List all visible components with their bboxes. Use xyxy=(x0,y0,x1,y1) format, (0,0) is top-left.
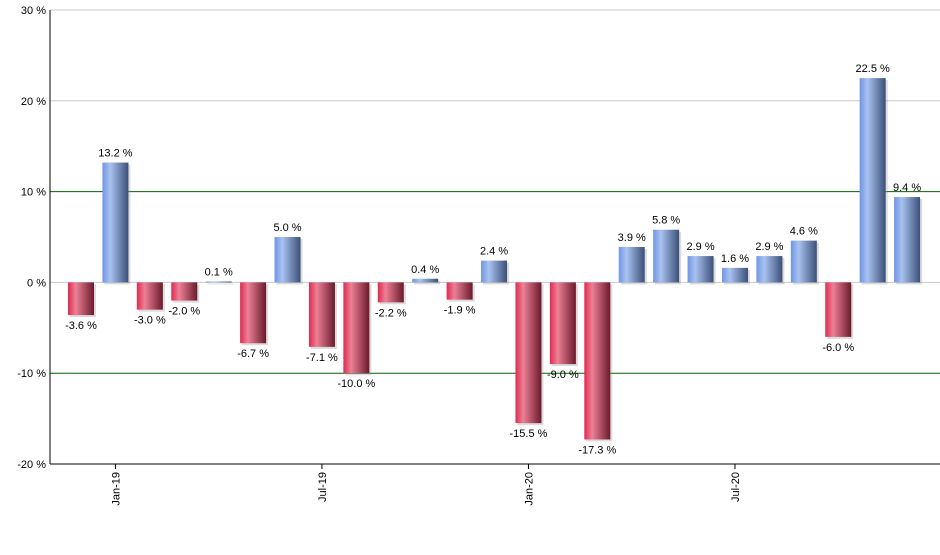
data-label: 9.4 % xyxy=(893,182,921,194)
bar xyxy=(136,282,163,310)
bar xyxy=(894,197,921,283)
data-label: 2.9 % xyxy=(686,241,714,253)
data-label: 5.0 % xyxy=(273,222,301,234)
x-tick-label: Jan-20 xyxy=(523,472,535,506)
data-label: -2.0 % xyxy=(168,306,200,318)
data-label: 1.6 % xyxy=(721,253,749,265)
bar xyxy=(412,278,439,283)
data-label: 0.1 % xyxy=(205,266,233,278)
data-label: 22.5 % xyxy=(856,63,890,75)
bar xyxy=(825,282,852,337)
data-label: 13.2 % xyxy=(98,148,132,160)
data-label: -6.0 % xyxy=(822,342,854,354)
bar xyxy=(171,282,198,301)
data-label: 0.4 % xyxy=(411,264,439,276)
data-label: 3.9 % xyxy=(618,232,646,244)
y-tick-label: 20 % xyxy=(21,96,46,108)
data-label: -6.7 % xyxy=(237,348,269,360)
y-tick-label: 0 % xyxy=(27,277,46,289)
y-tick-label: 10 % xyxy=(21,187,46,199)
bar xyxy=(721,267,748,283)
y-tick-label: -10 % xyxy=(17,368,46,380)
bar xyxy=(515,282,542,424)
data-label: -10.0 % xyxy=(337,378,375,390)
bar xyxy=(756,256,783,283)
bar-shadow xyxy=(207,283,234,285)
data-label: 2.9 % xyxy=(755,241,783,253)
bar xyxy=(343,282,370,374)
bar xyxy=(653,229,680,283)
y-tick-label: 30 % xyxy=(21,5,46,17)
bar xyxy=(68,282,94,316)
bar xyxy=(205,281,232,283)
data-label: -17.3 % xyxy=(578,444,616,456)
data-label: -15.5 % xyxy=(509,428,547,440)
bar xyxy=(308,282,335,347)
x-tick-label: Jan-19 xyxy=(110,472,122,506)
bar xyxy=(618,246,645,283)
bar xyxy=(859,78,886,283)
x-tick-label: Jul-20 xyxy=(730,472,742,502)
data-label: -9.0 % xyxy=(547,369,579,381)
bar xyxy=(790,240,817,283)
data-label: -2.2 % xyxy=(375,307,407,319)
bar xyxy=(549,282,576,365)
x-tick-label: Jul-19 xyxy=(317,472,329,502)
data-label: -1.9 % xyxy=(444,305,476,317)
data-label: 4.6 % xyxy=(790,226,818,238)
y-tick-label: -20 % xyxy=(17,459,46,471)
bar xyxy=(240,282,267,344)
data-label: -7.1 % xyxy=(306,352,338,364)
data-label: -3.0 % xyxy=(134,315,166,327)
data-label: -3.6 % xyxy=(65,320,97,332)
bar xyxy=(446,282,473,300)
bar xyxy=(102,162,129,283)
bar-shadow xyxy=(414,280,441,285)
bar xyxy=(274,237,301,283)
data-label: 2.4 % xyxy=(480,246,508,258)
bar xyxy=(377,282,404,303)
bar xyxy=(687,256,714,283)
bar xyxy=(481,260,508,283)
bar xyxy=(584,282,611,440)
data-label: 5.8 % xyxy=(652,215,680,227)
